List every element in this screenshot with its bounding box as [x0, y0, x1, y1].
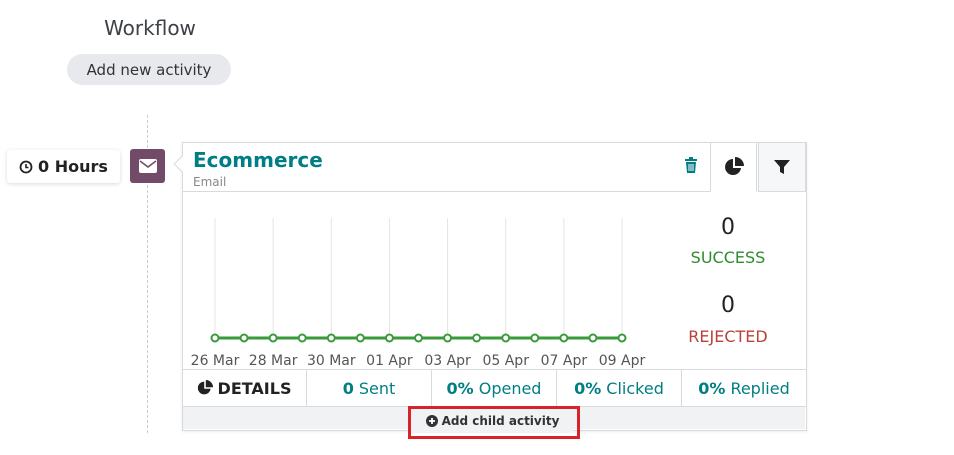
clicked-value: 0% [574, 378, 602, 398]
clicked-label: Clicked [606, 378, 664, 398]
workflow-title: Workflow [104, 16, 196, 40]
data-point [297, 333, 307, 343]
add-child-label: Add child activity [441, 414, 560, 428]
sent-label: Sent [358, 378, 396, 398]
x-tick-label: 30 Mar [307, 353, 356, 369]
replied-value: 0% [698, 378, 726, 398]
add-child-button[interactable]: Add child activity [411, 409, 574, 433]
data-point [239, 333, 249, 343]
x-tick-label: 03 Apr [424, 353, 471, 369]
data-point [210, 333, 220, 343]
data-point [326, 333, 336, 343]
data-point [501, 333, 511, 343]
clicked-cell[interactable]: 0% Clicked [556, 370, 681, 406]
details-cell[interactable]: DETAILS [182, 370, 306, 406]
opened-cell[interactable]: 0% Opened [431, 370, 556, 406]
x-tick-label: 05 Apr [482, 353, 529, 369]
replied-label: Replied [730, 378, 790, 398]
graph-tab[interactable] [710, 142, 757, 192]
sent-value: 0 [342, 378, 354, 398]
data-point [268, 333, 278, 343]
data-point [530, 333, 540, 343]
tab-border [182, 191, 710, 192]
x-tick-label: 09 Apr [599, 353, 646, 369]
opened-label: Opened [478, 378, 542, 398]
clock-icon [19, 160, 33, 173]
delay-badge: 0 Hours [7, 150, 120, 183]
data-point [384, 333, 394, 343]
data-point [617, 333, 627, 343]
data-point [559, 333, 569, 343]
delay-text: 0 Hours [38, 157, 108, 176]
rejected-count: 0 [721, 293, 735, 318]
add-activity-button[interactable]: Add new activity [67, 54, 231, 85]
filter-tab[interactable] [758, 142, 806, 192]
opened-value: 0% [446, 378, 474, 398]
success-count: 0 [721, 215, 735, 240]
activity-kind: Email [193, 175, 227, 189]
x-tick-label: 26 Mar [191, 353, 240, 369]
x-tick-label: 07 Apr [541, 353, 588, 369]
details-label: DETAILS [217, 378, 292, 398]
timeline-line [147, 115, 148, 433]
data-point [414, 333, 423, 343]
x-tick-label: 01 Apr [366, 353, 413, 369]
email-icon [130, 149, 165, 183]
data-point [443, 333, 453, 343]
stats-row: DETAILS 0 Sent 0% Opened 0% Clicked 0% Repli… [182, 369, 806, 407]
activity-name[interactable]: Ecommerce [193, 148, 323, 172]
success-label: SUCCESS [690, 248, 766, 267]
x-tick-label: 28 Mar [249, 353, 298, 369]
sent-cell[interactable]: 0 Sent [306, 370, 431, 406]
data-point [588, 333, 598, 343]
highlight-box [408, 406, 580, 439]
data-point [472, 333, 482, 343]
delete-icon[interactable] [684, 157, 698, 173]
data-point [355, 333, 365, 343]
replied-cell[interactable]: 0% Replied [681, 370, 806, 406]
rejected-label: REJECTED [688, 327, 768, 346]
